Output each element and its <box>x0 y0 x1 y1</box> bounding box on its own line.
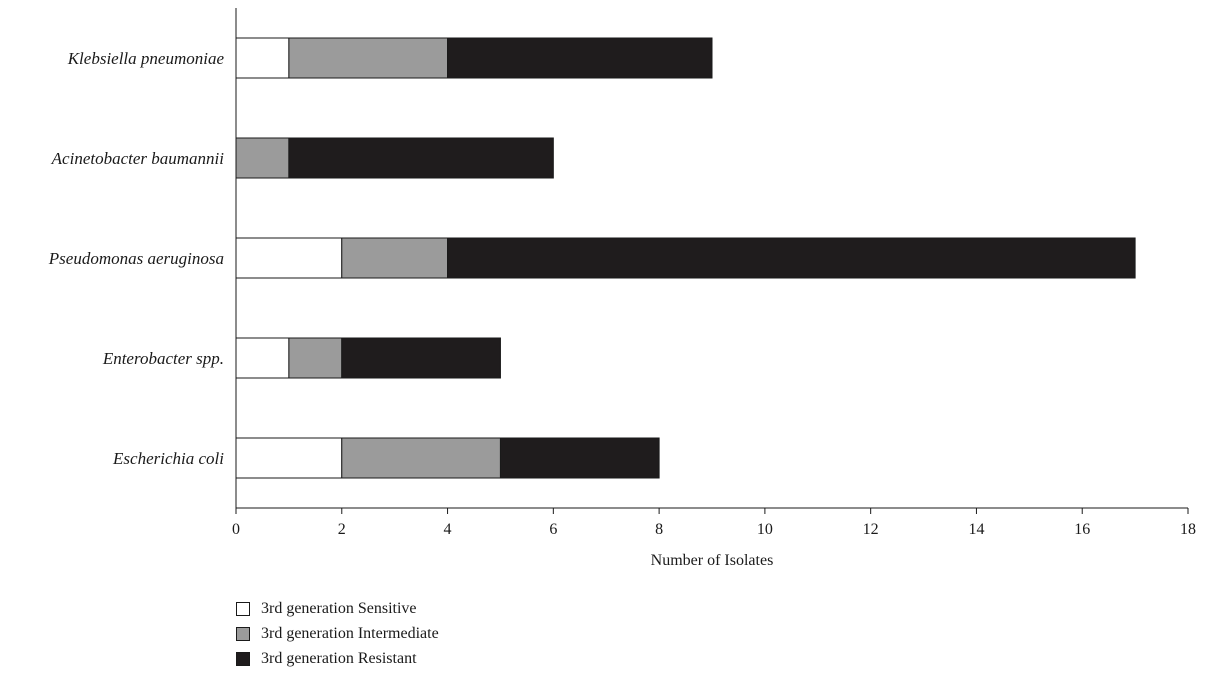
x-tick-label-2: 2 <box>338 521 346 538</box>
bar-pseudomonas-aeruginosa-resistant <box>447 237 1136 279</box>
bar-pseudomonas-aeruginosa-sensitive <box>235 237 343 279</box>
x-axis-label: Number of Isolates <box>651 552 774 569</box>
category-label-pseudomonas-aeruginosa: Pseudomonas aeruginosa <box>48 249 224 268</box>
legend-label-sensitive: 3rd generation Sensitive <box>261 599 417 617</box>
bar-pseudomonas-aeruginosa-intermediate <box>341 237 449 279</box>
category-label-escherichia-coli: Escherichia coli <box>112 449 224 468</box>
bar-escherichia-coli-intermediate <box>341 437 501 479</box>
legend-label-intermediate: 3rd generation Intermediate <box>261 624 439 642</box>
x-tick-label-12: 12 <box>863 521 879 538</box>
x-tick-label-10: 10 <box>757 521 773 538</box>
x-tick-label-16: 16 <box>1074 521 1090 538</box>
stacked-bar-chart: Klebsiella pneumoniae Acinetobacter bauma… <box>48 8 1196 569</box>
bar-acinetobacter-baumannii-resistant <box>288 137 554 179</box>
bar-escherichia-coli-resistant <box>499 437 660 479</box>
bar-klebsiella-pneumoniae-intermediate <box>288 37 449 79</box>
bar-escherichia-coli-sensitive <box>235 437 343 479</box>
x-tick-label-0: 0 <box>232 521 240 538</box>
axes-layer: Klebsiella pneumoniae Acinetobacter bauma… <box>48 8 1196 569</box>
legend-swatch-sensitive <box>236 601 250 616</box>
x-tick-label-8: 8 <box>655 521 663 538</box>
x-tick-label-14: 14 <box>968 521 984 538</box>
bar-enterobacter-spp-resistant <box>341 337 501 379</box>
legend-item-resistant: 3rd generation Resistant <box>236 646 439 671</box>
bar-enterobacter-spp-intermediate <box>288 337 343 379</box>
bars-layer <box>235 37 1136 479</box>
x-tick-label-6: 6 <box>549 521 557 538</box>
legend: 3rd generation Sensitive 3rd generation … <box>236 596 439 671</box>
category-label-klebsiella-pneumoniae: Klebsiella pneumoniae <box>67 49 225 68</box>
category-label-acinetobacter-baumannii: Acinetobacter baumannii <box>51 149 225 168</box>
x-tick-label-18: 18 <box>1180 521 1196 538</box>
bar-klebsiella-pneumoniae-resistant <box>447 37 713 79</box>
bar-klebsiella-pneumoniae-sensitive <box>235 37 290 79</box>
bar-acinetobacter-baumannii-intermediate <box>235 137 290 179</box>
category-label-enterobacter-spp: Enterobacter spp. <box>102 349 224 368</box>
legend-item-sensitive: 3rd generation Sensitive <box>236 596 439 621</box>
bar-enterobacter-spp-sensitive <box>235 337 290 379</box>
legend-item-intermediate: 3rd generation Intermediate <box>236 621 439 646</box>
legend-swatch-intermediate <box>236 626 250 641</box>
x-tick-label-4: 4 <box>444 521 452 538</box>
legend-label-resistant: 3rd generation Resistant <box>261 649 417 667</box>
legend-swatch-resistant <box>236 651 250 666</box>
